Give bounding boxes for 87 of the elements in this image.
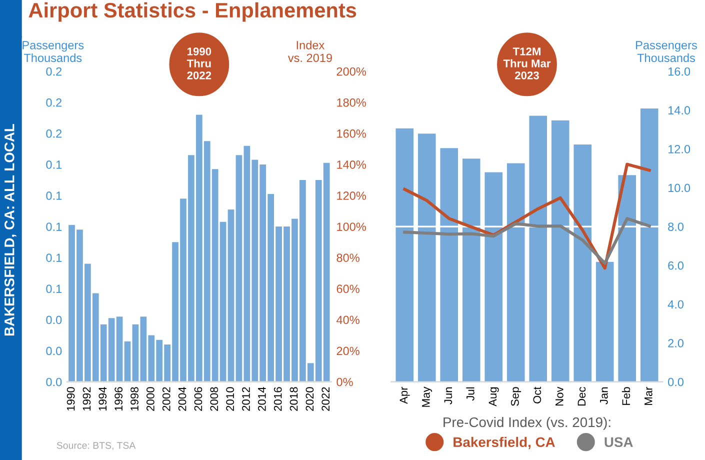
x-tick-label: 1994 (98, 386, 107, 411)
y2-tick-label: 4.0 (668, 300, 684, 309)
y2-tick-label: 12.0 (668, 144, 690, 154)
y-tick-label: 0.1 (46, 222, 62, 231)
y2-tick-label: 200% (336, 67, 366, 76)
annotation: T12M Thru Mar 2023 (503, 48, 551, 80)
x-tick-label: Oct (533, 386, 542, 404)
x-tick-label: Feb (622, 387, 630, 405)
y2-axis-title: Passengers Thousands (636, 41, 697, 62)
legend-label: USA (604, 437, 633, 448)
y2-tick-label: 60% (336, 284, 360, 294)
x-tick-label: 2022 (322, 387, 330, 411)
x-tick-label: Dec (578, 386, 586, 406)
y2-tick-label: 80% (336, 254, 360, 262)
y2-tick-label: 10.0 (668, 184, 690, 192)
bar (506, 163, 525, 382)
y2-tick-label: 0% (336, 378, 353, 386)
y-tick-label: 0.0 (46, 316, 62, 324)
x-tick-label: 2018 (290, 387, 298, 411)
bar (596, 262, 614, 382)
y-tick-label: 0.2 (46, 129, 62, 138)
source-note: Source: BTS, TSA (56, 442, 136, 450)
y-tick-label: 0.2 (46, 98, 62, 107)
bar (440, 148, 458, 382)
x-tick-label: Jun (444, 387, 452, 404)
x-tick-label: 2014 (258, 386, 266, 411)
y2-tick-label: 2.0 (668, 339, 684, 348)
x-tick-label: 2012 (242, 387, 250, 411)
y2-axis-title: Index vs. 2019 (288, 40, 332, 62)
x-tick-label: Aug (488, 387, 499, 406)
legend-title: Pre-Covid Index (vs. 2019): (444, 416, 610, 430)
bar (124, 341, 131, 382)
y2-tick-label: 140% (337, 160, 366, 169)
y2-tick-label: 0.0 (668, 378, 684, 386)
x-tick-label: 1990 (66, 387, 75, 411)
bar (618, 175, 636, 382)
x-tick-label: 1998 (130, 387, 138, 411)
bar (574, 144, 592, 382)
bar (640, 108, 658, 382)
y2-tick-label: 180% (337, 98, 366, 107)
y2-tick-label: 16.0 (668, 67, 690, 76)
x-tick-label: 2006 (194, 387, 202, 411)
y-tick-label: 0.1 (46, 284, 62, 294)
x-tick-label: Sep (510, 387, 522, 406)
text: BAKERSFIELD, CA: ALL LOCAL (4, 124, 16, 336)
x-tick-label: 2000 (146, 387, 154, 411)
bar (396, 128, 414, 382)
bar (529, 116, 548, 382)
bar (462, 158, 480, 382)
x-tick-label: 1996 (114, 387, 123, 411)
annotation: 1990 Thru 2022 (186, 48, 212, 80)
y-axis-title: Passengers Thousands (22, 41, 84, 62)
x-tick-label: 2004 (178, 386, 186, 411)
chart-title: Airport Statistics - Enplanements (28, 2, 356, 22)
y2-tick-label: 40% (336, 316, 360, 324)
y2-tick-label: 8.0 (668, 222, 684, 231)
x-tick-label: Nov (556, 386, 564, 406)
bar (484, 172, 503, 382)
y2-tick-label: 100% (337, 222, 366, 231)
x-tick-label: Jan (600, 387, 608, 404)
bar (551, 120, 570, 382)
y-tick-label: 0.1 (46, 254, 62, 262)
y-tick-label: 0.0 (46, 346, 62, 356)
x-tick-label: 2010 (226, 387, 234, 411)
bar (236, 155, 242, 382)
line-series (403, 217, 651, 265)
legend-label: Bakersfield, CA (454, 436, 555, 450)
y2-tick-label: 14.0 (668, 106, 690, 115)
y-tick-label: 0.0 (46, 378, 62, 386)
x-tick-label: Jul (466, 387, 474, 401)
x-tick-label: Apr (400, 386, 410, 404)
y2-tick-label: 120% (337, 192, 366, 200)
y-tick-label: 0.1 (46, 192, 62, 200)
y-tick-label: 0.2 (46, 67, 62, 76)
bar (418, 134, 436, 382)
y-tick-label: 0.1 (46, 160, 62, 169)
x-tick-label: 2008 (210, 387, 218, 411)
bar (228, 209, 234, 382)
y2-tick-label: 6.0 (668, 261, 684, 270)
x-tick-label: 2020 (306, 387, 314, 411)
x-tick-label: May (422, 386, 432, 407)
x-tick-label: Mar (644, 386, 652, 405)
y2-tick-label: 160% (337, 129, 366, 138)
y2-tick-label: 20% (336, 346, 360, 356)
x-tick-label: 2002 (162, 387, 170, 411)
x-tick-label: 2016 (274, 387, 282, 411)
x-tick-label: 1992 (82, 387, 91, 411)
